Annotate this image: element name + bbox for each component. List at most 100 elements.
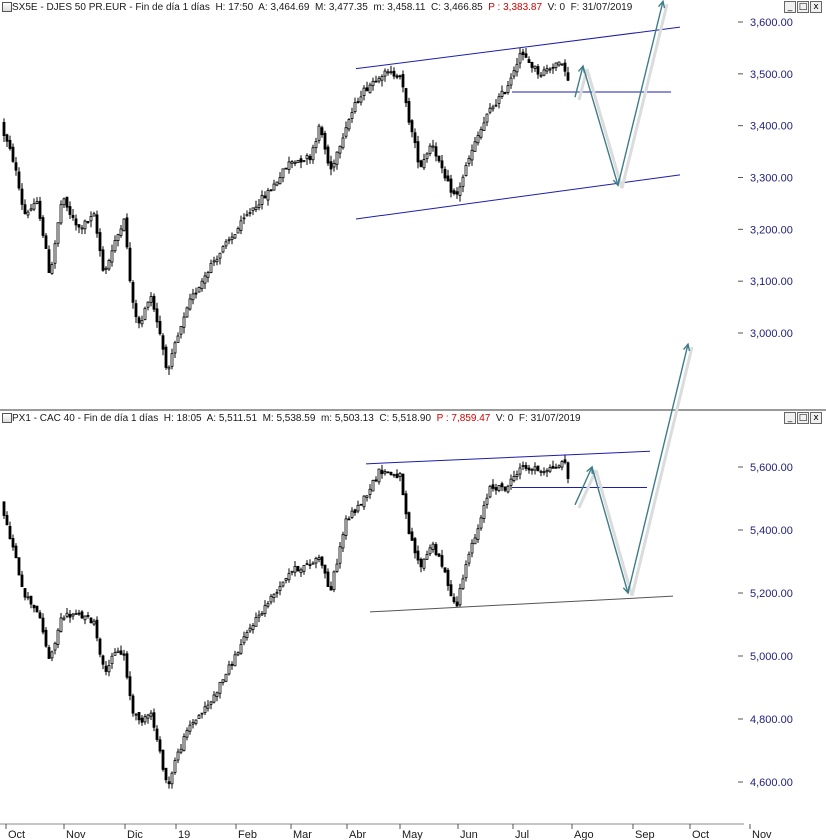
maximize-icon[interactable]: □ bbox=[797, 1, 809, 13]
sx5e-candle bbox=[431, 139, 435, 152]
close-icon[interactable]: x bbox=[810, 412, 822, 424]
sx5e-candle bbox=[101, 246, 105, 272]
cac40-candle bbox=[281, 581, 285, 588]
sx5e-candle bbox=[23, 199, 27, 215]
cac40-candle bbox=[425, 550, 429, 560]
cac40-candle bbox=[266, 600, 270, 609]
cac40-candle bbox=[437, 553, 441, 558]
cac40-candle bbox=[209, 700, 213, 710]
sx5e-candle bbox=[410, 119, 414, 138]
sx5e-candle bbox=[20, 183, 24, 210]
sx5e-candle bbox=[230, 232, 234, 245]
cac40-candle bbox=[53, 641, 57, 655]
sx5e-candle bbox=[347, 118, 351, 132]
cac40-candle bbox=[467, 551, 471, 567]
cac40-candle bbox=[182, 733, 186, 752]
cac40-arrow-head bbox=[683, 342, 691, 352]
cac40-candle bbox=[341, 531, 345, 553]
cac40-candle bbox=[185, 727, 189, 741]
cac40-candle bbox=[440, 549, 444, 569]
sx5e-candle bbox=[134, 299, 138, 323]
sx5e-candle bbox=[515, 58, 519, 77]
sx5e-candle bbox=[167, 365, 171, 376]
panel-divider[interactable] bbox=[0, 409, 826, 411]
cac40-candle bbox=[137, 712, 141, 725]
cac40-candle bbox=[332, 570, 336, 593]
cac40-arrow-shadow bbox=[594, 469, 634, 597]
minimize-icon[interactable]: _ bbox=[784, 412, 796, 424]
chart-icon[interactable] bbox=[2, 2, 12, 13]
sx5e-candle bbox=[191, 288, 195, 305]
x-tick-label: Abr bbox=[349, 829, 366, 840]
cac40-candle bbox=[470, 539, 474, 558]
cac40-candle bbox=[536, 465, 540, 472]
sx5e-candle bbox=[299, 155, 303, 169]
cac40-candle bbox=[65, 607, 69, 619]
cac40-candle bbox=[20, 570, 24, 588]
sx5e-candle bbox=[524, 48, 528, 58]
maximize-icon[interactable]: □ bbox=[797, 412, 809, 424]
sx5e-candle bbox=[173, 340, 177, 358]
cac40-candle bbox=[17, 557, 21, 576]
x-tick-label: Sep bbox=[635, 829, 655, 840]
sx5e-candle bbox=[47, 245, 51, 273]
cac40-candle bbox=[494, 483, 498, 495]
x-tick-label: 19 bbox=[178, 829, 190, 840]
cac40-candle bbox=[506, 484, 510, 494]
cac40-candle bbox=[293, 561, 297, 577]
sx5e-candle bbox=[128, 242, 132, 283]
sx5e-candle bbox=[110, 244, 114, 267]
sx5e-candle bbox=[38, 196, 42, 222]
sx5e-candle bbox=[233, 234, 237, 240]
sx5e-candle bbox=[86, 221, 90, 224]
sx5e-candle bbox=[80, 225, 84, 235]
sx5e-channel-upper-line bbox=[355, 26, 681, 70]
cac40-candle bbox=[272, 593, 276, 603]
cac40-candle bbox=[113, 648, 117, 656]
sx5e-candle bbox=[5, 133, 9, 147]
sx5e-window-buttons: _ □ x bbox=[784, 1, 822, 15]
sx5e-candle bbox=[284, 167, 288, 170]
cac40-candle bbox=[308, 559, 312, 570]
cac40-candle bbox=[368, 484, 372, 499]
sx5e-candle bbox=[437, 155, 441, 163]
cac40-candle bbox=[104, 661, 108, 676]
cac40-candle bbox=[335, 558, 339, 573]
cac40-candle bbox=[371, 479, 375, 492]
sx5e-candle bbox=[212, 256, 216, 267]
cac40-candle bbox=[395, 469, 399, 479]
cac40-candle bbox=[179, 743, 183, 755]
cac40-candle bbox=[251, 623, 255, 634]
sx5e-candle bbox=[122, 218, 126, 232]
sx5e-candle bbox=[182, 312, 186, 334]
cac40-candle bbox=[110, 652, 114, 669]
sx5e-candle bbox=[479, 126, 483, 140]
cac40-a: A: 5,511.51 bbox=[206, 413, 258, 424]
sx5e-candle bbox=[563, 59, 567, 77]
cac40-c: C: 5,518.90 bbox=[379, 413, 432, 424]
chart-icon[interactable] bbox=[2, 413, 12, 424]
close-icon[interactable]: x bbox=[810, 1, 822, 13]
cac40-arrow-shadow bbox=[577, 469, 598, 509]
minimize-icon[interactable]: _ bbox=[784, 1, 796, 13]
cac40-candle bbox=[269, 593, 273, 605]
cac40-candle bbox=[107, 659, 111, 677]
sx5e-candle bbox=[551, 63, 555, 74]
cac40-candle bbox=[350, 507, 354, 520]
cac40-candle bbox=[206, 700, 210, 712]
sx5e-candle bbox=[77, 224, 81, 234]
cac40-candle bbox=[374, 476, 378, 483]
sx5e-ytick-label: 3,100.00 bbox=[750, 276, 793, 288]
cac40-candle bbox=[413, 536, 417, 559]
sx5e-candle bbox=[440, 155, 444, 174]
sx5e-p: P : 3,383.87 bbox=[488, 2, 543, 13]
cac40-mn: m: 5,503.13 bbox=[320, 413, 374, 424]
sx5e-candle bbox=[59, 200, 63, 225]
cac40-panel: PX1 - CAC 40 - Fin de día 1 días H: 18:0… bbox=[0, 411, 826, 840]
sx5e-candle bbox=[422, 153, 426, 171]
cac40-candle bbox=[92, 618, 96, 627]
cac40-candle bbox=[512, 470, 516, 483]
sx5e-candle bbox=[560, 63, 564, 67]
cac40-candle bbox=[80, 610, 84, 619]
